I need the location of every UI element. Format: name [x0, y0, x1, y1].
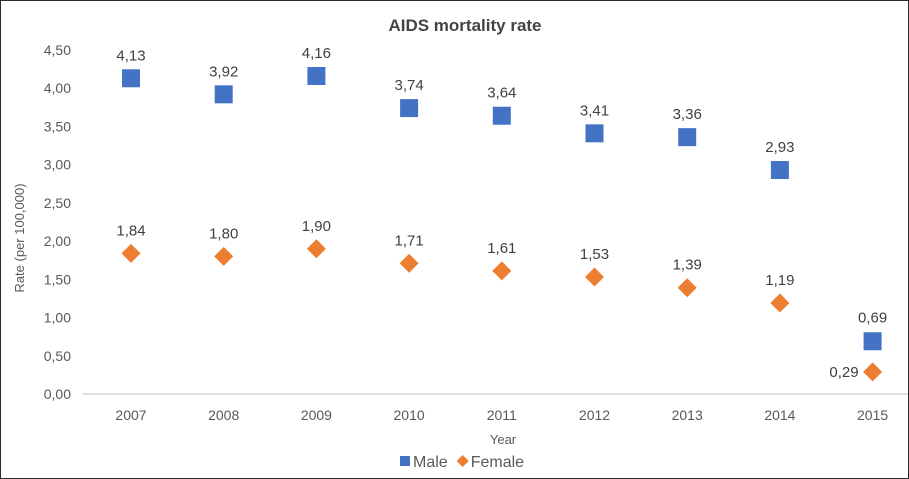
male-marker — [863, 332, 882, 351]
female-marker — [121, 243, 141, 263]
male-legend-label: Male — [413, 454, 448, 471]
male-marker — [122, 69, 140, 88]
y-tick-label: 2,00 — [44, 233, 71, 249]
x-tick-labels: 2007 2008 2009 2010 2011 2012 2013 2014 2015 — [115, 407, 888, 423]
x-tick-label: 2015 — [857, 407, 888, 423]
male-data-label: 3,41 — [580, 102, 609, 119]
female-marker — [677, 278, 697, 298]
female-data-label: 1,84 — [116, 222, 145, 239]
x-tick-label: 2011 — [487, 407, 517, 423]
female-data-label: 1,19 — [765, 272, 794, 289]
male-marker — [307, 66, 326, 85]
y-tick-label: 3,50 — [44, 118, 71, 134]
female-data-label: 1,80 — [209, 225, 238, 242]
x-axis-title: Year — [490, 432, 517, 447]
female-data-label: 1,61 — [487, 240, 516, 257]
y-tick-labels: 0,00 0,50 1,00 1,50 2,00 2,50 3,00 3,50 4,00 4,50 — [44, 42, 71, 402]
female-marker — [770, 293, 790, 313]
x-tick-label: 2014 — [764, 407, 795, 423]
y-tick-label: 1,50 — [44, 271, 71, 287]
female-data-label: 1,90 — [302, 218, 331, 235]
female-marker — [492, 261, 512, 281]
female-legend-icon — [456, 455, 469, 467]
series-markers — [121, 66, 883, 382]
female-marker — [863, 362, 883, 382]
male-legend-icon — [400, 456, 410, 466]
y-tick-label: 4,00 — [44, 80, 71, 96]
male-data-label: 3,74 — [394, 77, 423, 94]
x-tick-label: 2009 — [301, 407, 332, 423]
y-tick-label: 1,00 — [44, 310, 71, 326]
male-data-label: 3,64 — [487, 85, 516, 102]
male-data-label: 4,16 — [302, 45, 331, 62]
female-data-label: 0,29 — [829, 364, 858, 381]
female-marker — [399, 253, 419, 273]
y-tick-label: 3,00 — [44, 157, 71, 173]
y-tick-label: 2,50 — [44, 195, 71, 211]
data-labels: 4,13 3,92 4,16 3,74 3,64 3,41 3,36 2,93 0,69 1,84… — [116, 45, 887, 381]
x-tick-label: 2012 — [579, 407, 610, 423]
y-tick-label: 4,50 — [44, 42, 71, 58]
x-tick-label: 2013 — [672, 407, 703, 423]
female-marker — [306, 239, 326, 259]
female-data-label: 1,71 — [394, 232, 423, 249]
male-marker — [400, 99, 419, 118]
x-tick-label: 2010 — [394, 407, 425, 423]
y-tick-label: 0,00 — [44, 386, 71, 402]
female-data-label: 1,39 — [673, 257, 702, 274]
male-data-label: 3,92 — [209, 63, 238, 80]
x-tick-label: 2007 — [115, 407, 146, 423]
female-marker — [214, 246, 234, 266]
male-data-label: 0,69 — [858, 309, 887, 326]
male-marker — [585, 124, 604, 143]
male-data-label: 2,93 — [765, 139, 794, 156]
male-data-label: 3,36 — [673, 106, 702, 123]
female-legend-label: Female — [471, 454, 524, 471]
y-axis-title: Rate (per 100,000) — [12, 183, 27, 292]
female-marker — [585, 267, 604, 287]
legend: Male Female — [400, 454, 524, 471]
male-marker — [214, 85, 233, 104]
male-data-label: 4,13 — [116, 47, 145, 64]
male-marker — [678, 128, 697, 147]
y-tick-label: 0,50 — [44, 348, 71, 364]
female-data-label: 1,53 — [580, 246, 609, 263]
x-tick-label: 2008 — [208, 407, 239, 423]
male-marker — [770, 161, 789, 180]
male-marker — [492, 106, 511, 125]
chart-title: AIDS mortality rate — [388, 16, 541, 35]
